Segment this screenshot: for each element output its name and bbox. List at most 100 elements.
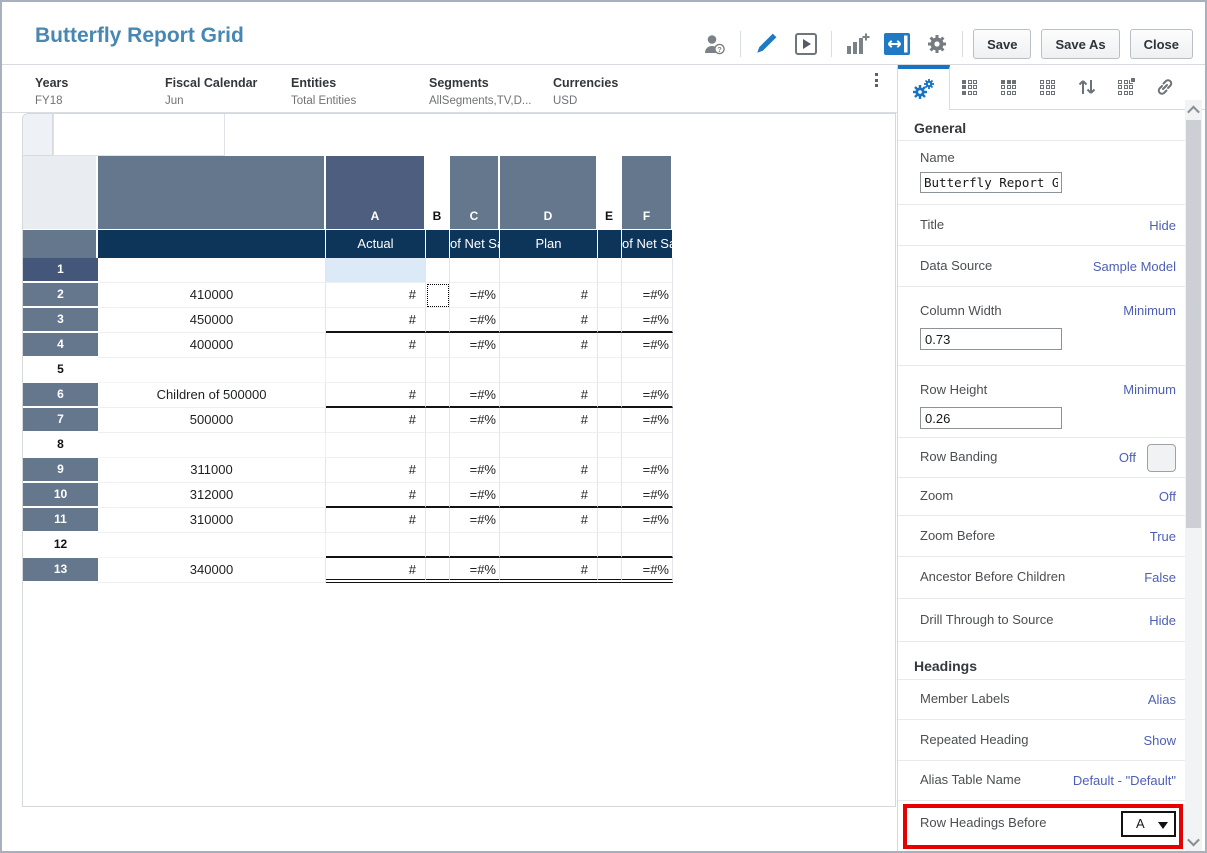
prop-value-link[interactable]: Minimum — [1123, 302, 1176, 318]
cell-c[interactable] — [450, 533, 500, 558]
cell-a[interactable]: # — [326, 383, 426, 408]
cell-b[interactable] — [426, 533, 450, 558]
row-label-cell[interactable]: 340000 — [98, 558, 326, 583]
prop-value-link[interactable]: Hide — [1149, 217, 1176, 233]
tab-sort-icon[interactable] — [1067, 65, 1106, 110]
cell-e[interactable] — [598, 358, 622, 383]
member-cell-d[interactable]: Plan — [500, 230, 598, 258]
pov-value[interactable]: USD — [553, 95, 578, 107]
cell-b[interactable] — [426, 483, 450, 508]
cell-d[interactable] — [500, 258, 598, 283]
member-row-corner[interactable] — [23, 230, 98, 258]
row-label-cell[interactable] — [98, 358, 326, 383]
cell-e[interactable] — [598, 508, 622, 533]
cell-f[interactable]: =#% — [622, 283, 673, 308]
cell-c[interactable]: =#% — [450, 558, 500, 583]
grid-corner-cell[interactable] — [23, 156, 98, 230]
row-label-cell[interactable]: 311000 — [98, 458, 326, 483]
member-cell-f[interactable]: of Net Sa — [622, 230, 673, 258]
column-header-b[interactable]: B — [426, 156, 450, 230]
cell-e[interactable] — [598, 458, 622, 483]
cell-f[interactable]: =#% — [622, 483, 673, 508]
cell-d[interactable]: # — [500, 408, 598, 433]
cell-d[interactable]: # — [500, 283, 598, 308]
row-header[interactable]: 6 — [23, 383, 98, 408]
cell-c[interactable] — [450, 258, 500, 283]
row-banding-toggle[interactable] — [1147, 443, 1176, 472]
cell-d[interactable] — [500, 533, 598, 558]
pov-value[interactable]: AllSegments,TV,D... — [429, 95, 532, 107]
cell-c[interactable] — [450, 433, 500, 458]
tab-grid-cells-icon[interactable] — [1028, 65, 1067, 110]
cell-f[interactable]: =#% — [622, 458, 673, 483]
row-height-input[interactable] — [920, 407, 1062, 429]
row-header[interactable]: 7 — [23, 408, 98, 433]
cell-e[interactable] — [598, 383, 622, 408]
prop-value-link[interactable]: Minimum — [1123, 381, 1176, 397]
row-header[interactable]: 5 — [23, 358, 98, 383]
cell-f[interactable]: =#% — [622, 383, 673, 408]
settings-gear-icon[interactable] — [922, 29, 952, 59]
row-header[interactable]: 12 — [23, 533, 98, 558]
cell-c[interactable]: =#% — [450, 508, 500, 533]
panel-resize-icon[interactable] — [882, 29, 912, 59]
cell-b[interactable] — [426, 308, 450, 333]
prop-value-link[interactable]: Show — [1143, 732, 1176, 748]
member-cell-e[interactable] — [598, 230, 622, 258]
cell-f[interactable] — [622, 433, 673, 458]
column-width-input[interactable] — [920, 328, 1062, 350]
prop-value-link[interactable]: Off — [1118, 450, 1136, 465]
cell-e[interactable] — [598, 283, 622, 308]
prop-value-link[interactable]: False — [1144, 570, 1176, 585]
tab-link-icon[interactable] — [1145, 65, 1184, 110]
row-header[interactable]: 11 — [23, 508, 98, 533]
prop-value-link[interactable]: Off — [1158, 489, 1176, 504]
cell-d[interactable]: # — [500, 483, 598, 508]
cell-b[interactable] — [426, 258, 450, 283]
cell-f[interactable]: =#% — [622, 408, 673, 433]
tab-grid-columns-icon[interactable] — [989, 65, 1028, 110]
cell-b[interactable] — [426, 458, 450, 483]
prop-value-link[interactable]: Hide — [1149, 612, 1176, 628]
scrollbar-down-arrow[interactable] — [1185, 833, 1202, 849]
cell-a[interactable] — [326, 258, 426, 283]
tab-grid-badge-icon[interactable] — [1106, 65, 1145, 110]
cell-e[interactable] — [598, 408, 622, 433]
save-button[interactable]: Save — [973, 29, 1032, 59]
member-cell-b[interactable] — [426, 230, 450, 258]
grid-name-box[interactable] — [23, 114, 53, 156]
prop-value-link[interactable]: Alias — [1147, 692, 1176, 707]
row-label-cell[interactable]: 500000 — [98, 408, 326, 433]
cell-c[interactable]: =#% — [450, 333, 500, 358]
cell-b[interactable] — [426, 433, 450, 458]
cell-f[interactable] — [622, 258, 673, 283]
panel-scrollbar[interactable] — [1185, 100, 1202, 851]
scrollbar-up-arrow[interactable] — [1185, 102, 1202, 118]
name-input[interactable] — [920, 172, 1062, 193]
row-label-cell[interactable]: 312000 — [98, 483, 326, 508]
cell-e[interactable] — [598, 558, 622, 583]
member-cell-c[interactable]: of Net Sa — [450, 230, 500, 258]
cell-e[interactable] — [598, 533, 622, 558]
row-label-cell[interactable]: 310000 — [98, 508, 326, 533]
row-headings-column-header[interactable] — [98, 156, 326, 230]
row-header[interactable]: 9 — [23, 458, 98, 483]
row-header[interactable]: 8 — [23, 433, 98, 458]
cell-f[interactable]: =#% — [622, 558, 673, 583]
cell-d[interactable]: # — [500, 458, 598, 483]
cell-d[interactable]: # — [500, 383, 598, 408]
user-preview-icon[interactable]: ? — [700, 29, 730, 59]
column-header-a[interactable]: A — [326, 156, 426, 230]
cell-f[interactable]: =#% — [622, 333, 673, 358]
cell-b[interactable] — [426, 558, 450, 583]
prop-value-link[interactable]: Sample Model — [1092, 258, 1176, 274]
row-label-cell[interactable] — [98, 533, 326, 558]
row-header[interactable]: 13 — [23, 558, 98, 583]
tab-general-gears[interactable] — [898, 64, 950, 110]
cell-c[interactable]: =#% — [450, 383, 500, 408]
cell-c[interactable]: =#% — [450, 283, 500, 308]
column-header-e[interactable]: E — [598, 156, 622, 230]
prop-value-link[interactable]: True — [1149, 528, 1176, 544]
edit-pencil-icon[interactable] — [751, 29, 781, 59]
row-label-cell[interactable]: 400000 — [98, 333, 326, 358]
